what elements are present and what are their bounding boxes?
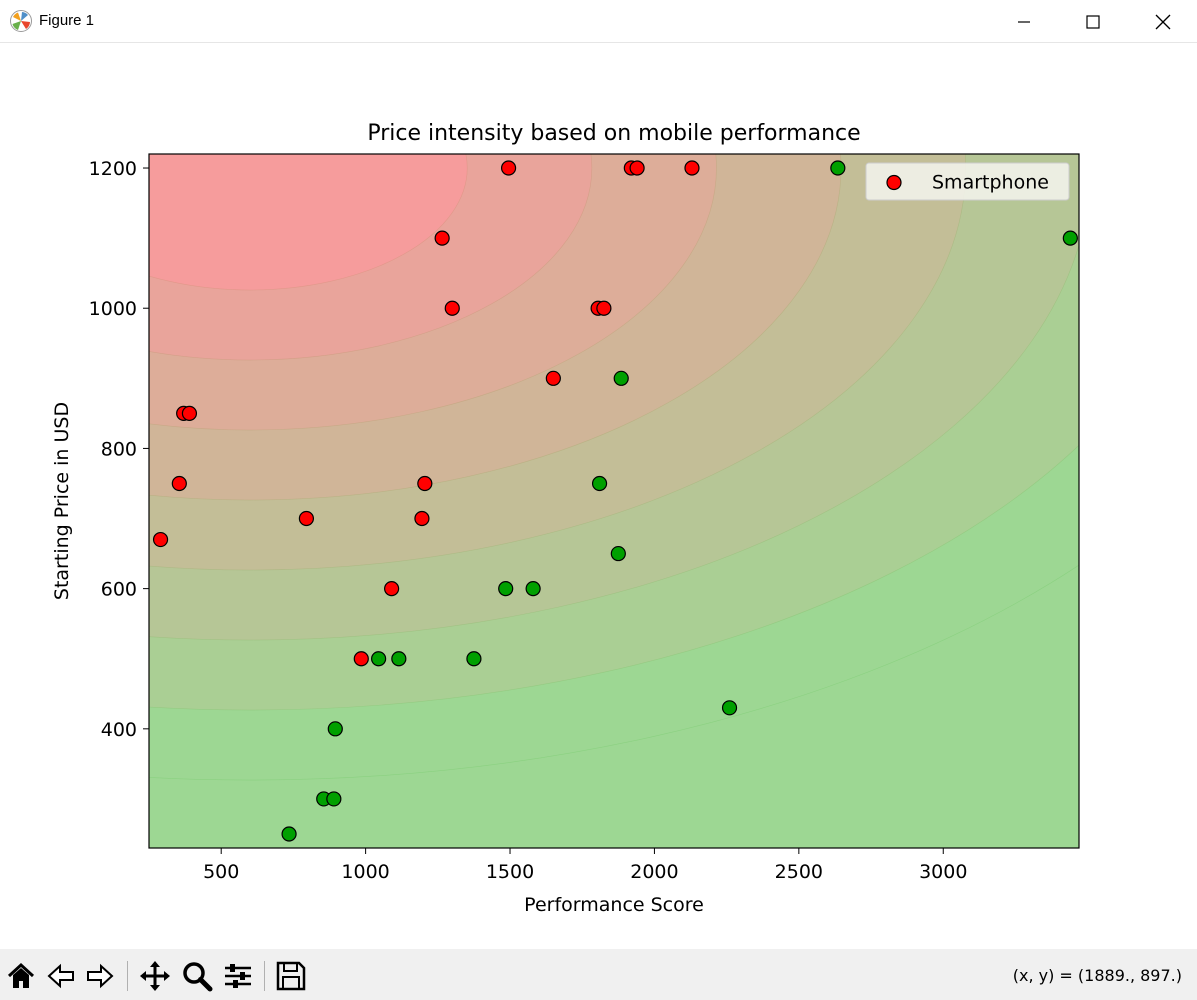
window-titlebar: Figure 1 (0, 0, 1197, 43)
data-point (434, 230, 450, 246)
data-points (152, 160, 1078, 842)
x-tick-label: 1500 (486, 861, 534, 883)
save-button[interactable] (274, 959, 308, 993)
y-tick-label: 1000 (89, 298, 137, 320)
figure-canvas[interactable]: 500 1000 1500 2000 2500 3000 400 600 800 1000 120… (0, 44, 1197, 949)
data-point (545, 370, 561, 386)
x-tick-label: 1000 (341, 861, 389, 883)
data-point (384, 581, 400, 597)
data-point (353, 651, 369, 667)
toolbar-separator (127, 961, 128, 991)
toolbar-separator (264, 961, 265, 991)
y-tick-label: 600 (101, 579, 137, 601)
contour-band (149, 154, 468, 291)
maximize-button[interactable] (1058, 0, 1128, 43)
data-point (371, 651, 387, 667)
data-point (171, 475, 187, 492)
scatter-chart[interactable]: 500 1000 1500 2000 2500 3000 400 600 800 1000 120… (0, 44, 1197, 949)
legend-label: Smartphone (932, 172, 1049, 194)
configure-subplots-icon (225, 964, 251, 988)
zoom-icon (183, 962, 213, 992)
back-icon (47, 963, 74, 989)
data-point (414, 510, 430, 527)
data-point (629, 160, 645, 176)
navigation-toolbar (0, 949, 1197, 1000)
data-point (684, 160, 700, 176)
forward-icon (87, 963, 114, 989)
legend: Smartphone (865, 162, 1070, 201)
y-axis: 400 600 800 1000 1200 (89, 158, 149, 741)
x-tick-label: 500 (203, 861, 239, 883)
data-point (298, 510, 315, 527)
legend-marker (886, 174, 902, 191)
home-icon (7, 962, 35, 988)
maximize-icon (1086, 14, 1100, 29)
y-tick-label: 400 (101, 719, 137, 741)
cursor-coordinates: (x, y) = (1889., 897.) (1012, 966, 1182, 985)
data-point (610, 545, 626, 562)
chart-title: Price intensity based on mobile performa… (367, 121, 860, 146)
data-point (281, 826, 297, 842)
data-point (721, 700, 738, 716)
x-tick-label: 3000 (919, 861, 967, 883)
close-icon (1155, 14, 1171, 29)
x-tick-label: 2000 (630, 861, 678, 883)
minimize-icon (1018, 20, 1030, 23)
data-point (466, 651, 482, 667)
y-axis-label: Starting Price in USD (51, 402, 73, 600)
data-point (613, 370, 629, 386)
window-title: Figure 1 (39, 12, 95, 29)
forward-button[interactable] (83, 959, 117, 993)
pan-button[interactable] (138, 959, 172, 993)
data-point (417, 475, 433, 492)
data-point (327, 721, 343, 737)
data-point (181, 405, 198, 421)
data-point (1062, 230, 1078, 246)
data-point (498, 581, 514, 597)
x-tick-label: 2500 (775, 861, 823, 883)
home-button[interactable] (4, 959, 38, 993)
axes-frame (148, 153, 1080, 849)
y-tick-label: 1200 (89, 158, 137, 180)
pan-icon (140, 961, 170, 991)
back-button[interactable] (44, 959, 78, 993)
contour-background (149, 154, 1079, 848)
data-point (500, 160, 517, 176)
configure-subplots-button[interactable] (221, 959, 255, 993)
data-point (391, 651, 407, 667)
data-point (152, 531, 169, 548)
data-point (525, 581, 541, 597)
y-tick-label: 800 (101, 438, 137, 460)
x-axis: 500 1000 1500 2000 2500 3000 (203, 848, 967, 883)
data-point (830, 160, 846, 176)
data-point (444, 300, 460, 316)
data-point (591, 475, 608, 492)
x-axis-label: Performance Score (524, 894, 704, 916)
matplotlib-logo-icon (10, 10, 32, 32)
zoom-button[interactable] (180, 959, 214, 993)
save-icon (276, 961, 306, 991)
data-point (596, 300, 612, 316)
minimize-button[interactable] (989, 0, 1059, 43)
data-point (326, 791, 342, 807)
close-button[interactable] (1128, 0, 1197, 43)
